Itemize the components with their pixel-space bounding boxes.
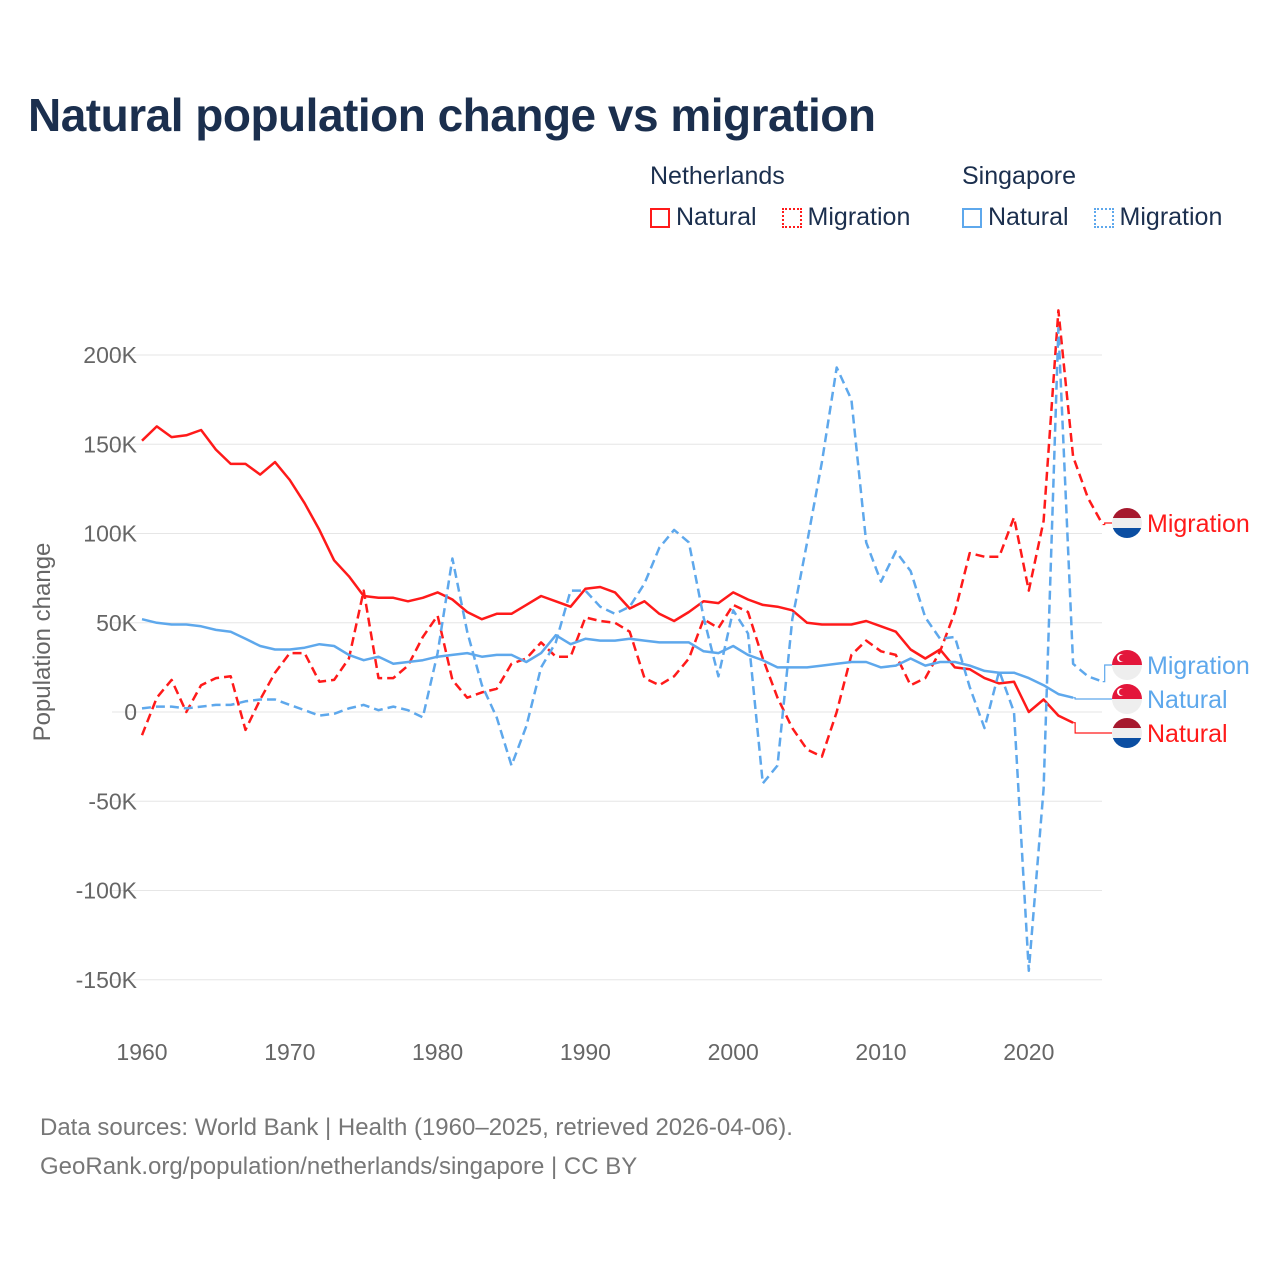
legend-swatch <box>650 207 670 228</box>
flag-crescent <box>1117 654 1125 662</box>
series-line-netherlands-migration <box>140 309 1104 758</box>
end-label-singapore-natural: Natural <box>1147 686 1228 714</box>
flag-stripe <box>1112 650 1142 665</box>
flag-stripe <box>1112 738 1142 748</box>
y-tick-label: 200K <box>83 342 137 368</box>
flag-crescent <box>1117 688 1125 696</box>
legend-item-sg-natural[interactable]: Natural <box>962 203 1069 232</box>
legend-label: Natural <box>988 203 1069 231</box>
series-line-singapore-migration <box>141 326 1104 973</box>
legend-group-name: Singapore <box>962 162 1076 190</box>
y-tick-label: 0 <box>124 699 137 725</box>
legend-item-nl-natural[interactable]: Natural <box>650 203 757 232</box>
flag-stripe <box>1112 528 1142 538</box>
y-tick-label: 50K <box>96 610 138 636</box>
singapore-flag-icon <box>1112 684 1142 714</box>
y-tick-label: 100K <box>83 521 137 547</box>
legend-netherlands: Netherlands Natural Migration <box>650 162 928 235</box>
legend-singapore: Singapore Natural Migration <box>962 162 1222 235</box>
label-connector <box>1073 722 1112 734</box>
x-tick-label: 2020 <box>1003 1039 1054 1065</box>
y-tick-label: 150K <box>83 431 137 457</box>
x-tick-label: 2000 <box>708 1039 759 1065</box>
chart-title: Natural population change vs migration <box>28 89 876 141</box>
label-connector <box>1073 697 1112 700</box>
legend-item-nl-migration[interactable]: Migration <box>781 203 911 232</box>
y-axis-title: Population change <box>29 543 56 742</box>
label-connector <box>1102 522 1112 526</box>
legend-item-sg-migration[interactable]: Migration <box>1093 203 1223 232</box>
netherlands-flag-icon <box>1112 508 1142 538</box>
label-connector <box>1102 664 1112 683</box>
legend-label: Migration <box>807 203 911 231</box>
flag-crescent <box>1119 654 1126 662</box>
flag-stripe <box>1112 718 1142 728</box>
footer-sources: Data sources: World Bank | Health (1960–… <box>40 1114 793 1141</box>
x-tick-label: 2010 <box>855 1039 906 1065</box>
flag-stripe <box>1112 684 1142 699</box>
flag-crescent <box>1119 688 1126 696</box>
legend-label: Natural <box>676 203 757 231</box>
singapore-flag-icon <box>1112 650 1142 680</box>
end-label-netherlands-migration: Migration <box>1147 510 1250 538</box>
x-tick-label: 1970 <box>264 1039 315 1065</box>
flag-stripe <box>1112 665 1142 680</box>
series-line-singapore-natural <box>141 617 1074 699</box>
x-tick-label: 1960 <box>116 1039 167 1065</box>
series-line-netherlands-natural <box>141 425 1074 724</box>
netherlands-flag-icon <box>1112 718 1142 748</box>
legend-group-name: Netherlands <box>650 162 785 190</box>
footer-link[interactable]: GeoRank.org/population/netherlands/singa… <box>40 1153 638 1180</box>
legend-swatch <box>781 207 802 228</box>
footer: Data sources: World Bank | Health (1960–… <box>40 1108 793 1186</box>
x-tick-label: 1980 <box>412 1039 463 1065</box>
legend-swatch <box>1093 207 1114 228</box>
y-tick-label: -50K <box>88 788 137 814</box>
end-label-singapore-migration: Migration <box>1147 652 1250 680</box>
y-tick-label: -100K <box>76 878 138 904</box>
flag-stripe <box>1112 699 1142 714</box>
legend-swatch <box>962 207 982 228</box>
end-label-netherlands-natural: Natural <box>1147 720 1228 748</box>
flag-stripe <box>1112 518 1142 528</box>
flag-stripe <box>1112 508 1142 518</box>
flag-stripe <box>1112 728 1142 738</box>
x-tick-label: 1990 <box>560 1039 611 1065</box>
legend-label: Migration <box>1119 203 1223 231</box>
y-tick-label: -150K <box>76 967 138 993</box>
